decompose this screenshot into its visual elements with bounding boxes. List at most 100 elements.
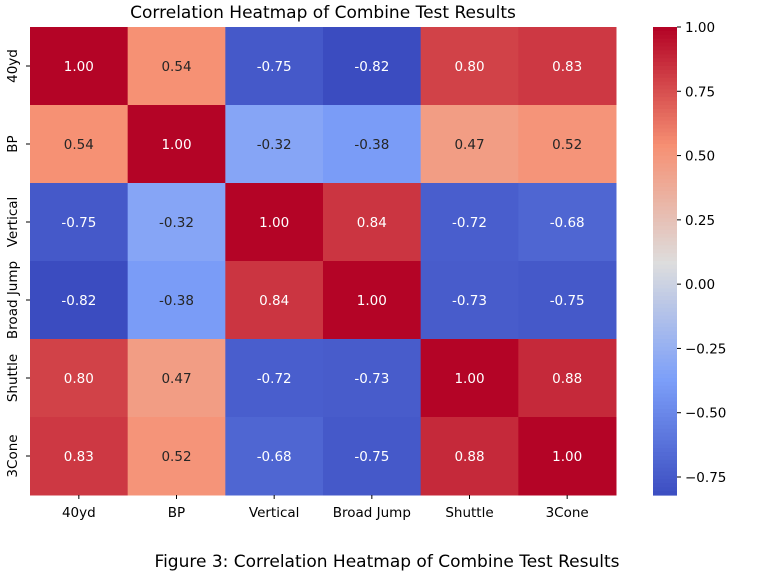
heatmap-cell-bp-shuttle (420, 105, 519, 184)
cell-value-label: 0.84 (259, 293, 289, 309)
colorbar-segment (653, 440, 677, 445)
colorbar-segment (653, 471, 677, 477)
colorbar-tick-label: 0.50 (685, 149, 715, 165)
heatmap-cell-shuttle-40yd (30, 339, 129, 418)
colorbar-segment (653, 159, 677, 165)
colorbar-segment (653, 284, 677, 289)
cell-value-label: 0.54 (64, 137, 94, 153)
colorbar-segment (653, 155, 677, 161)
colorbar-segment (653, 350, 677, 356)
cell-value-label: 0.84 (357, 215, 387, 231)
colorbar-segment (653, 27, 677, 32)
colorbar-segment (653, 346, 677, 352)
colorbar-segment (653, 206, 677, 211)
colorbar-segment (653, 50, 677, 55)
colorbar-segment (653, 311, 677, 317)
colorbar-segment (653, 374, 677, 379)
colorbar-segment (653, 319, 677, 324)
colorbar-segment (653, 81, 677, 87)
cell-value-label: -0.75 (61, 215, 96, 231)
heatmap-cell-shuttle-shuttle (420, 339, 519, 418)
colorbar-segment (653, 331, 677, 336)
cell-value-label: 0.83 (552, 59, 582, 75)
cell-value-label: 1.00 (259, 215, 289, 231)
colorbar-segment (653, 303, 677, 309)
colorbar-segment (653, 186, 677, 192)
colorbar-segment (653, 30, 677, 36)
colorbar-segment (653, 241, 677, 246)
colorbar-segment (653, 417, 677, 422)
colorbar-segment (653, 448, 677, 453)
colorbar-segment (653, 339, 677, 344)
cell-value-label: 0.52 (161, 449, 191, 465)
colorbar-segment (653, 132, 677, 137)
colorbar-segment (653, 245, 677, 250)
colorbar-segment (653, 190, 677, 196)
x-tick-labels: 40yd BP Vertical Broad Jump Shuttle 3Cone (62, 495, 589, 521)
heatmap-cell-shuttle-broad-jump (323, 339, 422, 418)
colorbar-segment (653, 405, 677, 410)
colorbar-segment (653, 73, 677, 79)
heatmap-cell-40yd-shuttle (420, 27, 519, 106)
heatmap-cell-broad-jump-bp (127, 261, 226, 340)
heatmap-cell-3cone-shuttle (420, 417, 519, 496)
heatmap-cell-40yd-bp (127, 27, 226, 106)
cell-value-label: 0.52 (552, 137, 582, 153)
colorbar-segment (653, 261, 677, 266)
cell-value-label: -0.73 (452, 293, 487, 309)
cell-value-label: -0.68 (257, 449, 292, 465)
colorbar-segment (653, 89, 677, 94)
x-tick-label-bp: BP (168, 505, 185, 521)
colorbar-segment (653, 366, 677, 371)
y-tick-label-40yd: 40yd (5, 49, 21, 83)
colorbar-segment (653, 276, 677, 282)
colorbar-segment (653, 237, 677, 243)
x-tick-label-vertical: Vertical (249, 505, 300, 521)
colorbar-segment (653, 167, 677, 172)
colorbar-segment (653, 389, 677, 395)
cell-value-label: -0.82 (61, 293, 96, 309)
colorbar-segment (653, 233, 677, 239)
cell-value-label: -0.32 (159, 215, 194, 231)
x-tick-label-40yd: 40yd (62, 505, 96, 521)
heatmap-cell-3cone-vertical (225, 417, 324, 496)
cell-value-label: 1.00 (552, 449, 582, 465)
cell-value-label: -0.82 (354, 59, 389, 75)
colorbar-segment (653, 202, 677, 207)
colorbar-segment (653, 420, 677, 426)
colorbar-segment (653, 249, 677, 254)
colorbar-segment (653, 124, 677, 129)
cell-value-label: 0.54 (161, 59, 191, 75)
colorbar-segment (653, 479, 677, 484)
colorbar-segment (653, 108, 677, 114)
colorbar-segment (653, 452, 677, 457)
heatmap-cell-3cone-40yd (30, 417, 129, 496)
colorbar-segment (653, 225, 677, 231)
colorbar-segment (653, 475, 677, 480)
y-tick-label-bp: BP (5, 135, 21, 152)
colorbar-segment (653, 93, 677, 98)
heatmap-cell-vertical-vertical (225, 183, 324, 262)
colorbar-segment (653, 147, 677, 153)
cell-value-label: 0.80 (454, 59, 484, 75)
colorbar-tick-label: 0.75 (685, 84, 715, 100)
colorbar-segment (653, 323, 677, 328)
cell-value-label: 1.00 (357, 293, 387, 309)
colorbar-segment (653, 136, 677, 141)
cell-value-label: -0.73 (354, 371, 389, 387)
colorbar-segment (653, 112, 677, 118)
heatmap-cell-vertical-shuttle (420, 183, 519, 262)
heatmap-cell-3cone-3cone (518, 417, 617, 496)
cell-value-label: 0.80 (64, 371, 94, 387)
colorbar-tick-label: −0.25 (685, 341, 726, 357)
heatmap-cell-bp-40yd (30, 105, 129, 184)
y-tick-label-3cone: 3Cone (5, 434, 21, 477)
heatmap-cell-bp-broad-jump (323, 105, 422, 184)
heatmap-cell-broad-jump-shuttle (420, 261, 519, 340)
colorbar-segment (653, 42, 677, 48)
colorbar-segment (653, 385, 677, 391)
x-tick-label-broad-jump: Broad Jump (333, 505, 411, 521)
cell-value-label: 0.83 (64, 449, 94, 465)
colorbar-segment (653, 463, 677, 469)
colorbar-segment (653, 393, 677, 399)
